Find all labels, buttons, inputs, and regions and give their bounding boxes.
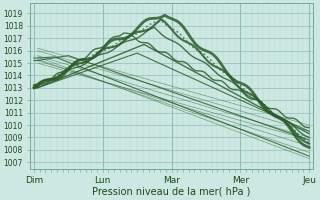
X-axis label: Pression niveau de la mer( hPa ): Pression niveau de la mer( hPa ) bbox=[92, 187, 251, 197]
